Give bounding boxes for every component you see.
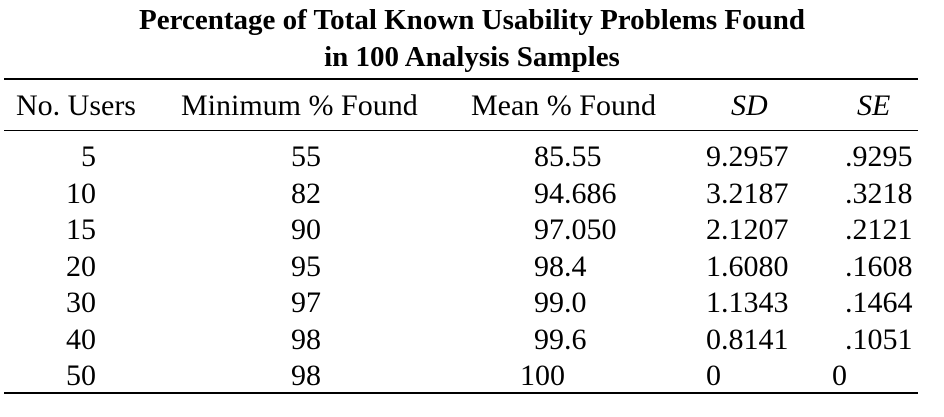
table-cell: 9.2957 — [706, 140, 789, 173]
table-cell: 2.1207 — [706, 213, 789, 246]
table-cell: 99.6 — [534, 322, 587, 356]
table-cell: 15 — [66, 213, 96, 246]
table-cell: 30 — [66, 286, 96, 319]
table-title-line-2: in 100 Analysis Samples — [324, 41, 620, 73]
header-rule — [4, 130, 918, 131]
table-cell: .1608 — [845, 249, 913, 283]
table-cell: 99.0 — [534, 286, 587, 319]
table-cell: 0 — [832, 359, 847, 392]
table-title-line-1: Percentage of Total Known Usability Prob… — [139, 4, 805, 36]
table-cell: 98 — [291, 359, 321, 392]
table-cell: .2121 — [845, 213, 913, 246]
table-cell: 3.2187 — [706, 176, 789, 210]
table-cell: 5 — [81, 140, 96, 173]
table-cell: 97.050 — [534, 213, 617, 246]
table-cell: 55 — [291, 140, 321, 173]
header-minimum-found: Minimum % Found — [181, 89, 418, 122]
table-cell: 100 — [520, 359, 565, 392]
table-cell: 10 — [66, 176, 96, 210]
table-cell: 98 — [291, 322, 321, 356]
table-cell: 94.686 — [534, 176, 617, 210]
header-mean-found: Mean % Found — [471, 89, 656, 122]
header-se: SE — [857, 89, 891, 122]
table-cell: 1.6080 — [706, 249, 789, 283]
table-cell: 1.1343 — [706, 286, 789, 319]
table-cell: 95 — [291, 249, 321, 283]
table-cell: 40 — [66, 322, 96, 356]
table-cell: 85.55 — [534, 140, 602, 173]
table-cell: 90 — [291, 213, 321, 246]
table-cell: 0.8141 — [706, 322, 789, 356]
table-cell: .1051 — [845, 322, 913, 356]
table-cell: 97 — [291, 286, 321, 319]
header-sd: SD — [731, 89, 768, 122]
top-rule — [4, 78, 918, 80]
table-cell: .9295 — [845, 140, 913, 173]
table-cell: .3218 — [845, 176, 913, 210]
table-cell: .1464 — [845, 286, 913, 319]
header-no-users: No. Users — [16, 89, 136, 122]
table-cell: 98.4 — [534, 249, 587, 283]
table-cell: 0 — [706, 359, 721, 392]
bottom-rule — [4, 392, 918, 394]
table-cell: 50 — [66, 359, 96, 392]
table-cell: 20 — [66, 249, 96, 283]
table-cell: 82 — [291, 176, 321, 210]
